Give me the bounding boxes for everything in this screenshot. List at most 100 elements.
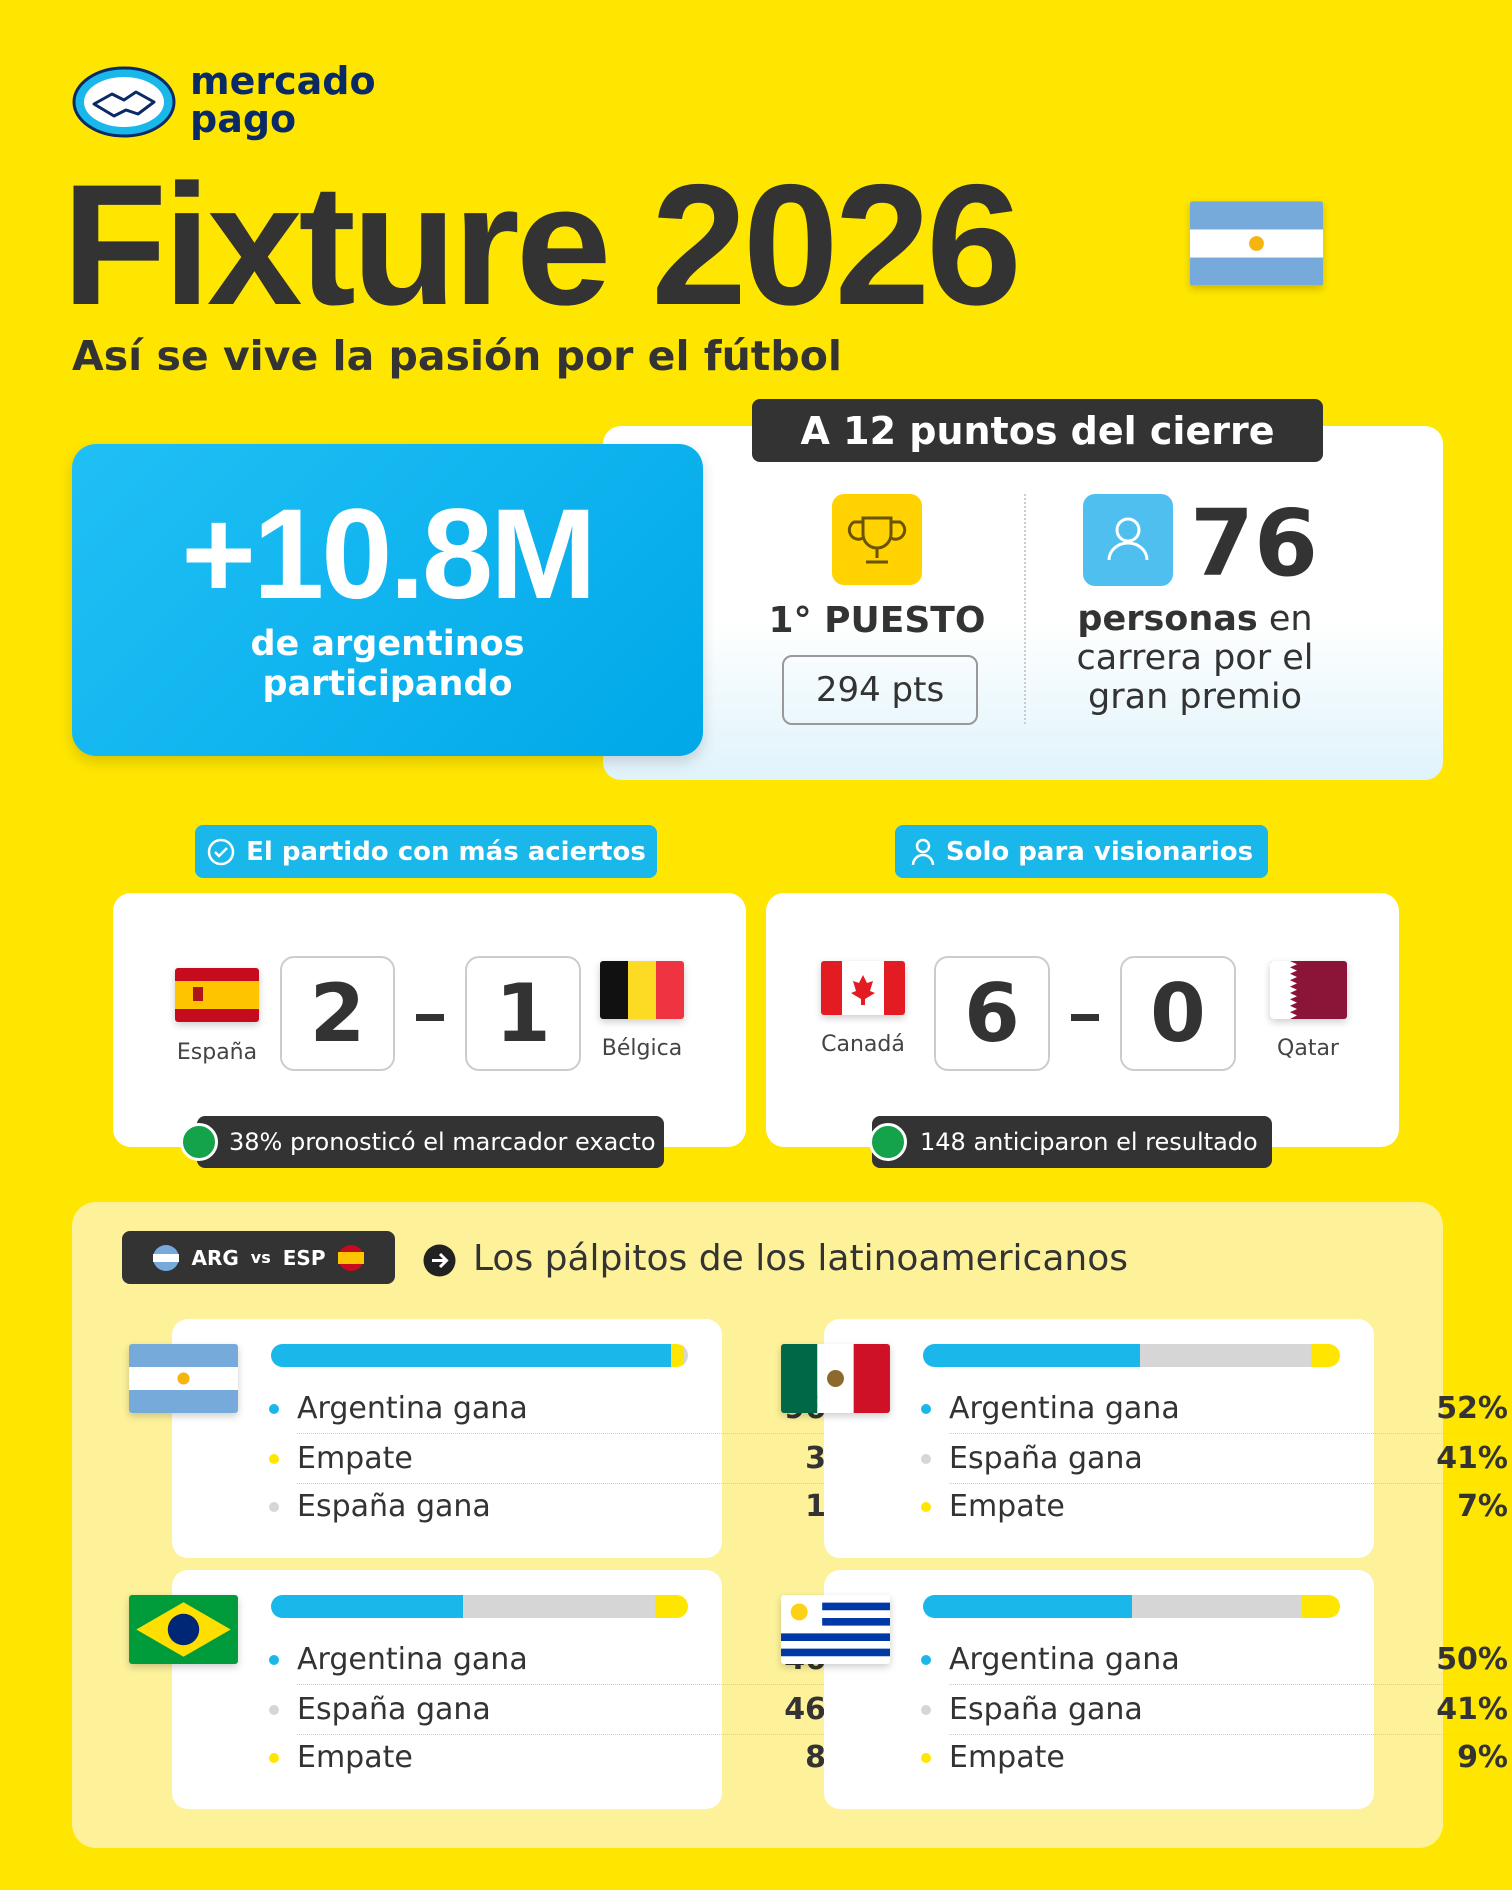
logo-icon xyxy=(72,66,176,138)
tag: Solo para visionarios xyxy=(895,825,1268,878)
legend-dot xyxy=(269,1753,279,1763)
match-vs: vs xyxy=(250,1248,271,1267)
score-dash xyxy=(416,1014,444,1021)
note: 38% pronosticó el marcador exacto xyxy=(197,1116,664,1168)
brazil-flag xyxy=(129,1595,238,1664)
row-separator xyxy=(949,1433,1508,1434)
argentina-flag xyxy=(129,1344,238,1413)
note: 148 anticiparon el resultado xyxy=(872,1116,1272,1168)
legend-dot xyxy=(269,1655,279,1665)
legend-dot xyxy=(921,1655,931,1665)
person-icon xyxy=(1083,494,1173,586)
poll-bar-segment xyxy=(654,1595,688,1618)
poll-bar-segment xyxy=(923,1595,1132,1618)
belgium-flag xyxy=(600,961,684,1019)
row-separator xyxy=(949,1734,1508,1735)
row-separator xyxy=(297,1483,856,1484)
mexico-flag xyxy=(781,1344,890,1413)
participants-value: +10.8M xyxy=(181,483,597,626)
row-label: Empate xyxy=(949,1740,1065,1775)
spain-flag-round xyxy=(338,1244,365,1271)
logo-text: mercado pago xyxy=(190,62,376,138)
check-badge xyxy=(180,1123,218,1161)
row-label: España gana xyxy=(949,1692,1143,1727)
participants-card xyxy=(72,444,703,756)
row-label: Argentina gana xyxy=(949,1642,1180,1677)
spain-flag xyxy=(175,968,259,1022)
team-name: España xyxy=(176,1040,258,1065)
team-name: Qatar xyxy=(1277,1036,1339,1061)
team-name: Bélgica xyxy=(601,1036,683,1061)
poll-bar xyxy=(271,1595,688,1618)
match-away: ESP xyxy=(282,1245,326,1270)
poll-bar-segment xyxy=(1310,1344,1340,1367)
legend-dot xyxy=(269,1502,279,1512)
participants-caption: de argentinos participando xyxy=(250,624,525,704)
legend-dot xyxy=(921,1454,931,1464)
standings-label: A 12 puntos del cierre xyxy=(752,399,1323,462)
row-label: Argentina gana xyxy=(297,1391,528,1426)
poll-bar xyxy=(271,1344,688,1367)
poll-bar-segment xyxy=(1302,1595,1340,1618)
row-label: Empate xyxy=(297,1441,413,1476)
score: 6 xyxy=(934,956,1050,1071)
row-label: España gana xyxy=(949,1441,1143,1476)
row-value: 41% xyxy=(1436,1692,1508,1727)
check-icon xyxy=(207,838,235,865)
row-value: 50% xyxy=(1436,1642,1508,1677)
row-value: 7% xyxy=(1457,1489,1508,1524)
subtitle: Así se vive la pasión por el fútbol xyxy=(72,332,842,380)
poll-bar-segment xyxy=(271,1595,463,1618)
score: 0 xyxy=(1120,956,1236,1071)
tag-text: Solo para visionarios xyxy=(945,836,1254,867)
user-icon xyxy=(911,838,935,865)
legend-dot xyxy=(269,1454,279,1464)
poll-bar-segment xyxy=(1131,1595,1303,1618)
competitors-text: personas en carrera por el gran premio xyxy=(1060,600,1330,717)
position: 1° PUESTO xyxy=(768,600,986,641)
score-dash xyxy=(1071,1014,1099,1021)
team-name: Canadá xyxy=(821,1032,905,1057)
legend-dot xyxy=(921,1404,931,1414)
row-value: 9% xyxy=(1457,1740,1508,1775)
legend-dot xyxy=(269,1404,279,1414)
argentina-flag-round xyxy=(152,1244,179,1271)
row-label: España gana xyxy=(297,1489,491,1524)
row-separator xyxy=(297,1734,856,1735)
poll-bar-segment xyxy=(671,1344,684,1367)
competitors-caption: en carrera por el gran premio xyxy=(1076,599,1314,717)
poll-bar xyxy=(923,1344,1340,1367)
points: 294 pts xyxy=(782,655,978,725)
uruguay-flag xyxy=(781,1595,890,1664)
poll-bar xyxy=(923,1595,1340,1618)
trophy-icon xyxy=(832,494,922,585)
score: 1 xyxy=(465,956,581,1071)
poll-bar-segment xyxy=(271,1344,672,1367)
row-value: 41% xyxy=(1436,1441,1508,1476)
poll-bar-segment xyxy=(1139,1344,1311,1367)
qatar-flag xyxy=(1270,961,1347,1019)
argentina-flag xyxy=(1190,201,1323,286)
legend-dot xyxy=(921,1502,931,1512)
row-separator xyxy=(297,1433,856,1434)
competitors: 76 xyxy=(1190,490,1319,597)
row-label: Empate xyxy=(949,1489,1065,1524)
match-home: ARG xyxy=(191,1245,239,1270)
row-label: España gana xyxy=(297,1692,491,1727)
row-label: Argentina gana xyxy=(297,1642,528,1677)
tag: El partido con más aciertos xyxy=(195,825,657,878)
check-badge xyxy=(869,1123,907,1161)
row-value: 52% xyxy=(1436,1391,1508,1426)
legend-dot xyxy=(921,1753,931,1763)
competitors-bold: personas xyxy=(1077,599,1258,639)
poll-bar-segment xyxy=(462,1595,655,1618)
row-label: Argentina gana xyxy=(949,1391,1180,1426)
poll-bar-segment xyxy=(683,1344,688,1367)
legend-dot xyxy=(269,1705,279,1715)
title: Fixture 2026 xyxy=(62,149,1022,341)
tag-text: El partido con más aciertos xyxy=(246,836,646,867)
row-label: Empate xyxy=(297,1740,413,1775)
row-separator xyxy=(949,1684,1508,1685)
